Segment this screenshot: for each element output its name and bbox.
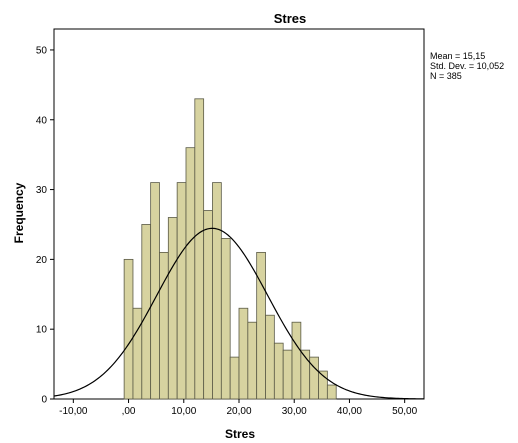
- normal-curve: [53, 227, 425, 400]
- histogram-bar: [132, 307, 143, 400]
- x-tick-label: 40,00: [337, 406, 362, 417]
- histogram-bar: [185, 147, 196, 400]
- chart-title: Stres: [274, 11, 307, 26]
- histogram-bar: [273, 342, 284, 400]
- histogram-bar: [159, 251, 169, 400]
- y-axis-title: Frequency: [12, 182, 26, 243]
- stat-n: N = 385: [430, 71, 462, 81]
- x-tick-label: 10,00: [171, 406, 196, 417]
- histogram-bar: [150, 182, 160, 400]
- histogram-bar: [256, 251, 266, 400]
- y-tick-label: 0: [41, 395, 47, 406]
- histogram-bar: [141, 224, 152, 400]
- stat-std-dev: Std. Dev. = 10,052: [430, 61, 504, 71]
- histogram-bar: [176, 182, 187, 400]
- y-tick-label: 20: [36, 255, 48, 266]
- stat-mean: Mean = 15,15: [430, 51, 485, 61]
- stats-box: Mean = 15,15 Std. Dev. = 10,052 N = 385: [430, 51, 504, 81]
- histogram-bar: [265, 314, 275, 400]
- plot-area: 0 10 20 30 40 50 -10,00 ,00 10,00 20,00 30,00 40,00…: [36, 28, 425, 417]
- y-tick-label: 50: [36, 45, 48, 56]
- y-tick-label: 40: [36, 115, 48, 126]
- y-tick-label: 30: [36, 185, 48, 196]
- x-tick-label: ,00: [122, 406, 136, 417]
- histogram-bar: [203, 210, 213, 400]
- histogram-bar: [282, 349, 293, 400]
- histogram-bar: [123, 258, 134, 400]
- histogram-bar: [212, 182, 222, 400]
- x-axis-title: Stres: [225, 427, 255, 441]
- histogram-bar: [167, 217, 178, 400]
- histogram-bar: [291, 321, 302, 400]
- x-tick-label: 50,00: [392, 406, 417, 417]
- y-tick-label: 10: [36, 325, 48, 336]
- x-tick-label: 30,00: [282, 406, 307, 417]
- histogram-bar: [229, 356, 240, 400]
- histogram-bar: [194, 98, 205, 400]
- histogram-bar: [220, 238, 231, 400]
- x-tick-label: 20,00: [226, 406, 251, 417]
- x-tick-label: -10,00: [59, 406, 88, 417]
- histogram-bar: [247, 321, 258, 400]
- histogram-bar: [238, 307, 249, 400]
- histogram-bar: [326, 384, 337, 400]
